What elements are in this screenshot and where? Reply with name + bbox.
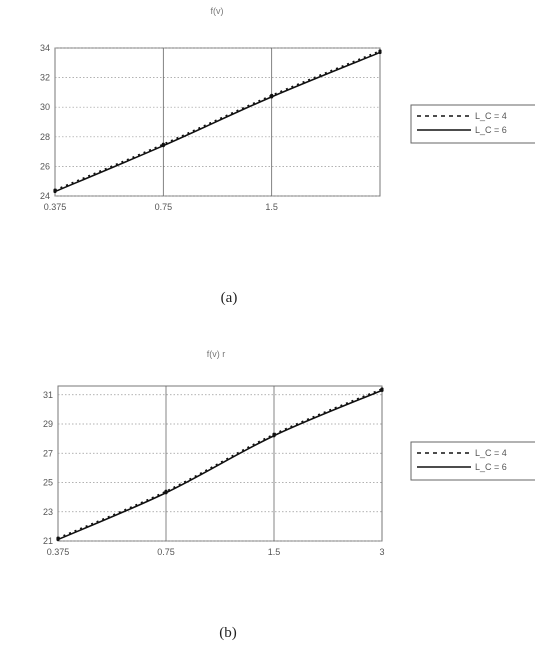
chart-b-legend-label-1: L_C = 4 bbox=[475, 448, 507, 458]
chart-b-x-tick-label: 0.75 bbox=[157, 547, 175, 557]
chart-b-plot: 21 23 25 27 29 31 0.375 0.75 1.5 3 bbox=[43, 385, 385, 557]
chart-a-legend-box bbox=[410, 104, 535, 144]
chart-a-legend-label-1: L_C = 4 bbox=[475, 111, 507, 121]
chart-b-series-point-2 bbox=[380, 388, 384, 392]
chart-b-y-tick-label: 31 bbox=[43, 390, 53, 400]
chart-b-series-point-2 bbox=[164, 491, 168, 495]
chart-b-series-point-2 bbox=[272, 434, 276, 438]
chart-a-x-tick-label: 1.5 bbox=[265, 202, 278, 212]
chart-a-y-tick-label: 28 bbox=[40, 132, 50, 142]
chart-b-y-tick-label: 25 bbox=[43, 478, 53, 488]
chart-a-series-point-2 bbox=[270, 95, 274, 99]
chart-b-legend-label-2: L_C = 6 bbox=[475, 462, 507, 472]
chart-a-y-tick-label: 26 bbox=[40, 161, 50, 171]
chart-b-y-tick-label: 27 bbox=[43, 448, 53, 458]
chart-b-title: f(v) r bbox=[207, 349, 226, 359]
chart-a-y-tick-label: 32 bbox=[40, 73, 50, 83]
chart-b-series-line-2 bbox=[57, 389, 383, 541]
chart-a-y-tick-label: 30 bbox=[40, 102, 50, 112]
chart-b-legend-box bbox=[410, 441, 535, 481]
chart-a-x-tick-label: 0.75 bbox=[155, 202, 173, 212]
chart-b-legend: L_C = 4 L_C = 6 bbox=[410, 441, 535, 481]
chart-a-series-point-2 bbox=[161, 144, 165, 148]
chart-a-x-tick-label: 0.375 bbox=[44, 202, 67, 212]
chart-b-y-tick-label: 21 bbox=[43, 536, 53, 546]
chart-a-legend-label-2: L_C = 6 bbox=[475, 125, 507, 135]
chart-a-y-tick-label: 24 bbox=[40, 191, 50, 201]
chart-a-panel-label: (a) bbox=[221, 290, 238, 306]
chart-b-x-tick-label: 3 bbox=[379, 547, 384, 557]
chart-b-panel-label: (b) bbox=[219, 625, 237, 641]
chart-b-x-tick-label: 0.375 bbox=[47, 547, 70, 557]
chart-a-series-line-2 bbox=[54, 51, 381, 193]
chart-a-series-point-2 bbox=[378, 50, 382, 55]
chart-a-plot: 24 26 28 30 32 34 0.375 0.75 1.5 bbox=[40, 43, 382, 212]
chart-a-series-point-2 bbox=[53, 189, 57, 194]
chart-b-y-tick-label: 29 bbox=[43, 419, 53, 429]
chart-a-y-tick-label: 34 bbox=[40, 43, 50, 53]
chart-a-legend: L_C = 4 L_C = 6 bbox=[410, 104, 535, 144]
chart-b-y-tick-label: 23 bbox=[43, 507, 53, 517]
chart-b: f(v) r 21 23 25 27 29 31 0.375 0.75 1.5 3 L_C = 4… bbox=[43, 349, 535, 641]
chart-a-title: f(v) bbox=[211, 6, 224, 16]
chart-b-series-point-2 bbox=[56, 537, 60, 542]
chart-b-x-tick-label: 1.5 bbox=[268, 547, 281, 557]
